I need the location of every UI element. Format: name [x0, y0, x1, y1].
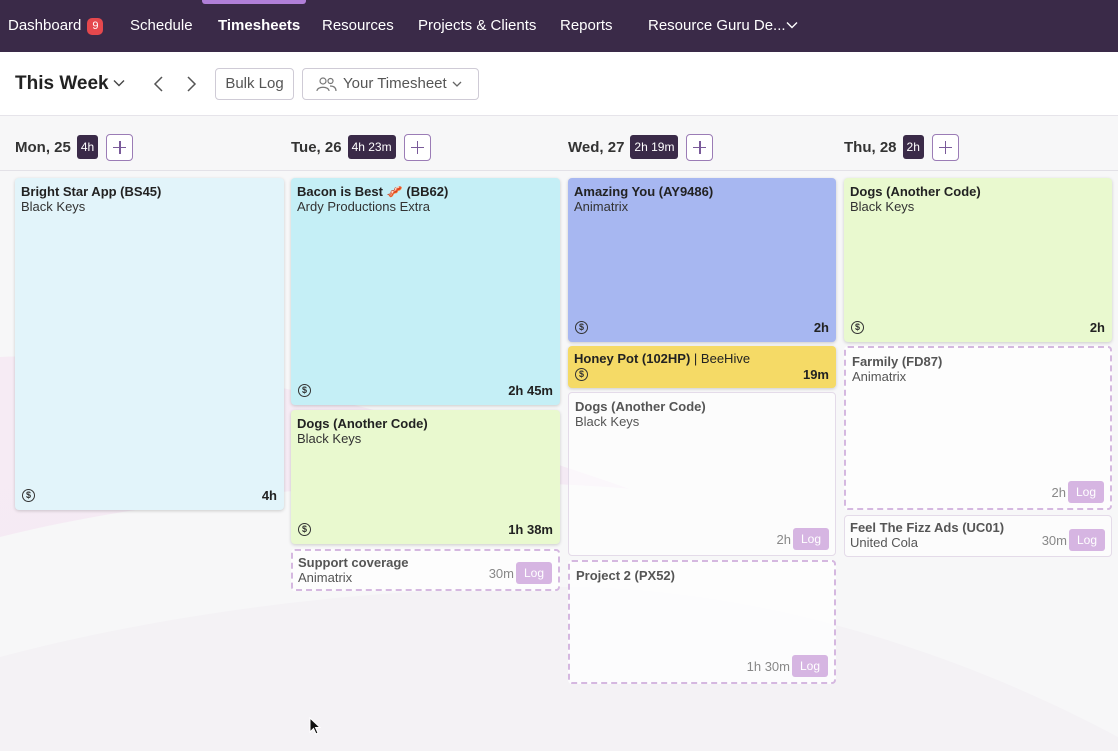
dollar-icon: $ [22, 489, 35, 502]
entry-client: Animatrix [298, 570, 353, 585]
entry-project: Dogs (Another Code) [575, 399, 706, 414]
entry-hours: 4h [261, 488, 277, 503]
entry-project: Honey Pot (102HP) [574, 351, 691, 366]
suggested-entry-card[interactable]: Farmily (FD87) Animatrix 2h Log [844, 346, 1112, 510]
entry-client: Black Keys [575, 414, 640, 429]
suggested-entry-card[interactable]: Project 2 (PX52) 1h 30m Log [568, 560, 836, 684]
day-total-badge: 4h 23m [347, 135, 396, 159]
timesheet-select-label: Your Timesheet [343, 75, 447, 92]
chevron-right-icon[interactable] [182, 73, 200, 95]
log-button[interactable]: Log [1068, 481, 1104, 503]
week-range-title[interactable]: This Week [15, 73, 109, 94]
dollar-icon: $ [298, 384, 311, 397]
add-entry-button[interactable] [931, 133, 959, 161]
nav-reports[interactable]: Reports [560, 17, 613, 34]
time-entry-card[interactable]: Bright Star App (BS45) Black Keys $ 4h [15, 178, 284, 510]
entry-project: Support coverage [298, 555, 409, 570]
dollar-icon: $ [575, 321, 588, 334]
nav-projects-clients[interactable]: Projects & Clients [418, 17, 537, 34]
day-label: Tue, 26 [291, 138, 342, 156]
header-divider [0, 170, 1118, 171]
entry-hours: 2h [1089, 320, 1105, 335]
entry-hours: 2h 45m [508, 383, 553, 398]
entry-client: Animatrix [574, 199, 629, 214]
chevron-left-icon[interactable] [150, 73, 168, 95]
time-entry-card[interactable]: Bacon is Best 🥓 (BB62) Ardy Productions … [291, 178, 560, 405]
nav-dashboard-label: Dashboard [8, 17, 82, 34]
entry-client: United Cola [850, 535, 918, 550]
suggested-entry-card[interactable]: Dogs (Another Code) Black Keys 2h Log [568, 392, 836, 556]
add-entry-button[interactable] [686, 133, 714, 161]
entry-project: Dogs (Another Code) [297, 416, 428, 431]
entry-project: Project 2 (PX52) [576, 568, 675, 583]
timesheet-select[interactable]: Your Timesheet [302, 68, 479, 100]
entry-hours: 2h [813, 320, 829, 335]
entry-client: BeeHive [700, 351, 751, 366]
entry-hours: 30m [1041, 533, 1067, 548]
entry-project: Dogs (Another Code) [850, 184, 981, 199]
day-header-mon: Mon, 25 4h [15, 133, 134, 161]
entry-hours: 1h 30m [746, 659, 790, 674]
log-button[interactable]: Log [792, 655, 828, 677]
toolbar: This Week Bulk Log Your Timesheet [0, 52, 1118, 116]
day-total-badge: 4h [76, 135, 99, 159]
entry-client: Black Keys [850, 199, 915, 214]
day-label: Wed, 27 [568, 138, 625, 156]
dollar-icon: $ [298, 523, 311, 536]
day-label: Thu, 28 [844, 138, 897, 156]
entry-project: Amazing You (AY9486) [574, 184, 714, 199]
log-button[interactable]: Log [793, 528, 829, 550]
top-nav: Dashboard 9 Schedule Timesheets Resources… [0, 0, 1118, 52]
dollar-icon: $ [851, 321, 864, 334]
nav-account-menu[interactable]: Resource Guru De... [648, 17, 786, 34]
entry-hours: 2h [1051, 485, 1066, 500]
add-entry-button[interactable] [403, 133, 431, 161]
day-total-badge: 2h 19m [630, 135, 679, 159]
active-tab-indicator [202, 0, 306, 4]
nav-timesheets[interactable]: Timesheets [218, 17, 301, 34]
day-header-wed: Wed, 27 2h 19m [568, 133, 714, 161]
dollar-icon: $ [575, 368, 588, 381]
entry-hours: 1h 38m [508, 522, 553, 537]
time-entry-card[interactable]: Honey Pot (102HP) | BeeHive $ 19m [568, 346, 836, 388]
entry-project: Farmily (FD87) [852, 354, 943, 369]
chevron-down-icon[interactable] [112, 76, 126, 90]
bulk-log-button[interactable]: Bulk Log [215, 68, 294, 100]
day-total-badge: 2h [902, 135, 924, 159]
entry-client: Animatrix [852, 369, 907, 384]
notification-badge: 9 [87, 18, 104, 35]
nav-resources[interactable]: Resources [322, 17, 394, 34]
entry-project: Bacon is Best 🥓 (BB62) [297, 184, 449, 199]
log-button[interactable]: Log [516, 562, 552, 584]
entry-client: Black Keys [21, 199, 86, 214]
suggested-entry-card[interactable]: Feel The Fizz Ads (UC01) United Cola 30m… [844, 515, 1112, 557]
entry-hours: 30m [488, 566, 514, 581]
nav-dashboard[interactable]: Dashboard 9 [8, 0, 104, 52]
chevron-down-icon [452, 81, 462, 87]
time-entry-card[interactable]: Amazing You (AY9486) Animatrix $ 2h [568, 178, 836, 342]
time-entry-card[interactable]: Dogs (Another Code) Black Keys $ 2h [844, 178, 1112, 342]
add-entry-button[interactable] [106, 133, 134, 161]
time-entry-card[interactable]: Dogs (Another Code) Black Keys $ 1h 38m [291, 410, 560, 544]
day-header-thu: Thu, 28 2h [844, 133, 959, 161]
entry-project: Feel The Fizz Ads (UC01) [850, 520, 1005, 535]
day-label: Mon, 25 [15, 138, 71, 156]
people-icon [316, 77, 337, 92]
chevron-down-icon[interactable] [785, 18, 799, 32]
entry-project-line: Honey Pot (102HP) | BeeHive [574, 351, 830, 366]
log-button[interactable]: Log [1069, 529, 1105, 551]
suggested-entry-card[interactable]: Support coverage Animatrix 30m Log [291, 549, 560, 591]
entry-client: Ardy Productions Extra [297, 199, 430, 214]
day-header-tue: Tue, 26 4h 23m [291, 133, 431, 161]
entry-client: Black Keys [297, 431, 362, 446]
entry-hours: 2h [776, 532, 791, 547]
nav-schedule[interactable]: Schedule [130, 17, 193, 34]
entry-project: Bright Star App (BS45) [21, 184, 162, 199]
mouse-pointer-icon [309, 717, 321, 735]
separator: | [690, 351, 701, 366]
entry-hours: 19m [802, 367, 829, 382]
